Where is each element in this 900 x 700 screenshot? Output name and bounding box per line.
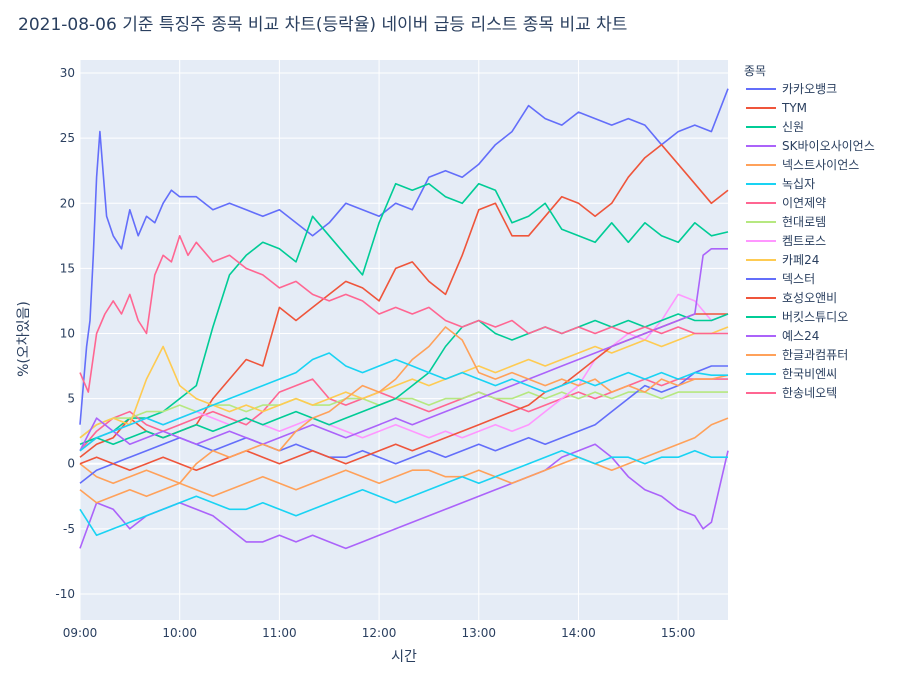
- y-tick-label: 0: [67, 457, 75, 471]
- grid-lines: [79, 60, 728, 620]
- y-axis-title: %(오차있음): [16, 301, 32, 377]
- legend-label: 덱스터: [782, 272, 815, 286]
- y-tick-label: 25: [60, 131, 75, 145]
- y-tick-label: 20: [60, 196, 75, 210]
- legend-label: 카페24: [782, 253, 819, 267]
- legend-label: 버킷스튜디오: [782, 310, 848, 324]
- legend-item[interactable]: SK바이오사이언스: [746, 139, 875, 153]
- series-line: [79, 326, 729, 439]
- legend-item[interactable]: 켐트로스: [746, 234, 826, 248]
- chart-title: 2021-08-06 기준 특징주 종목 비교 차트(등락율) 네이버 급등 리…: [18, 15, 627, 35]
- series-line: [79, 417, 729, 498]
- legend-label: TYM: [781, 101, 807, 115]
- legend-item[interactable]: 카페24: [746, 253, 819, 267]
- y-tick-label: 15: [60, 261, 75, 275]
- series-line: [79, 326, 729, 504]
- y-tick-label: -10: [55, 587, 75, 601]
- legend-item[interactable]: 이연제약: [746, 195, 826, 210]
- x-tick-label: 10:00: [162, 626, 197, 640]
- legend-label: 호성오앤비: [782, 291, 837, 305]
- legend-item[interactable]: 녹십자: [746, 177, 815, 191]
- legend-item[interactable]: TYM: [746, 101, 807, 115]
- y-tick-label: 5: [67, 392, 75, 406]
- series-layer: [79, 88, 729, 550]
- legend-label: 켐트로스: [782, 234, 826, 248]
- legend-label: 넥스트사이언스: [782, 158, 859, 172]
- legend-label: 예스24: [782, 329, 819, 343]
- legend-label: 한글과컴퓨터: [782, 348, 848, 362]
- x-axis-title: 시간: [391, 649, 417, 665]
- legend-item[interactable]: 버킷스튜디오: [746, 310, 848, 324]
- legend-item[interactable]: 한글과컴퓨터: [746, 348, 848, 362]
- legend-item[interactable]: 카카오뱅크: [746, 82, 837, 96]
- legend-label: 이연제약: [782, 195, 826, 210]
- legend-item[interactable]: 예스24: [746, 329, 819, 343]
- legend-item[interactable]: 덱스터: [746, 272, 815, 286]
- legend-item[interactable]: 신원: [746, 120, 804, 134]
- series-line: [79, 248, 728, 452]
- legend-item[interactable]: 한송네오텍: [746, 386, 837, 400]
- series-line: [79, 443, 729, 550]
- series-line: [79, 235, 728, 393]
- legend-title: 종목: [744, 64, 766, 78]
- legend-item[interactable]: 호성오앤비: [746, 291, 837, 305]
- series-line: [79, 88, 729, 425]
- series-line: [79, 391, 728, 439]
- legend-label: 녹십자: [782, 177, 815, 191]
- y-axis-ticks: -10 -5 0 5 10 15 20 25 30: [55, 66, 75, 601]
- x-tick-label: 12:00: [362, 626, 397, 640]
- legend: 종목 카카오뱅크 TYM 신원 SK바이오사이언스넥스트사이언스녹십자이연제약현대로템…: [744, 64, 875, 400]
- series-line: [79, 449, 728, 537]
- series-line: [79, 313, 729, 446]
- x-tick-label: 15:00: [661, 626, 696, 640]
- x-tick-label: 09:00: [63, 626, 98, 640]
- legend-item[interactable]: 한국비엔씨: [746, 367, 837, 381]
- legend-item[interactable]: 넥스트사이언스: [746, 158, 859, 172]
- legend-label: SK바이오사이언스: [782, 139, 875, 153]
- y-tick-label: 30: [60, 66, 75, 80]
- legend-label: 한국비엔씨: [782, 367, 837, 381]
- legend-label: 카카오뱅크: [782, 82, 837, 96]
- x-tick-label: 11:00: [262, 626, 297, 640]
- series-line: [79, 352, 728, 452]
- x-tick-label: 14:00: [561, 626, 596, 640]
- plot-background: [80, 60, 728, 620]
- legend-label: 현대로템: [782, 215, 826, 229]
- legend-item[interactable]: 현대로템: [746, 215, 826, 229]
- x-axis-ticks: 09:00 10:00 11:00 12:00 13:00 14:00 15:00: [63, 626, 696, 640]
- y-tick-label: -5: [63, 522, 75, 536]
- x-tick-label: 13:00: [461, 626, 496, 640]
- y-tick-label: 10: [60, 326, 75, 340]
- legend-label: 한송네오텍: [782, 386, 837, 400]
- legend-label: 신원: [782, 120, 804, 134]
